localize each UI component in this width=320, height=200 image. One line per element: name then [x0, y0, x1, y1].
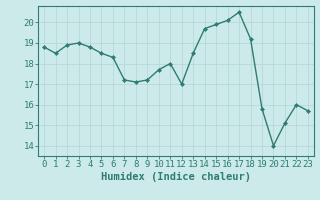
X-axis label: Humidex (Indice chaleur): Humidex (Indice chaleur) — [101, 172, 251, 182]
